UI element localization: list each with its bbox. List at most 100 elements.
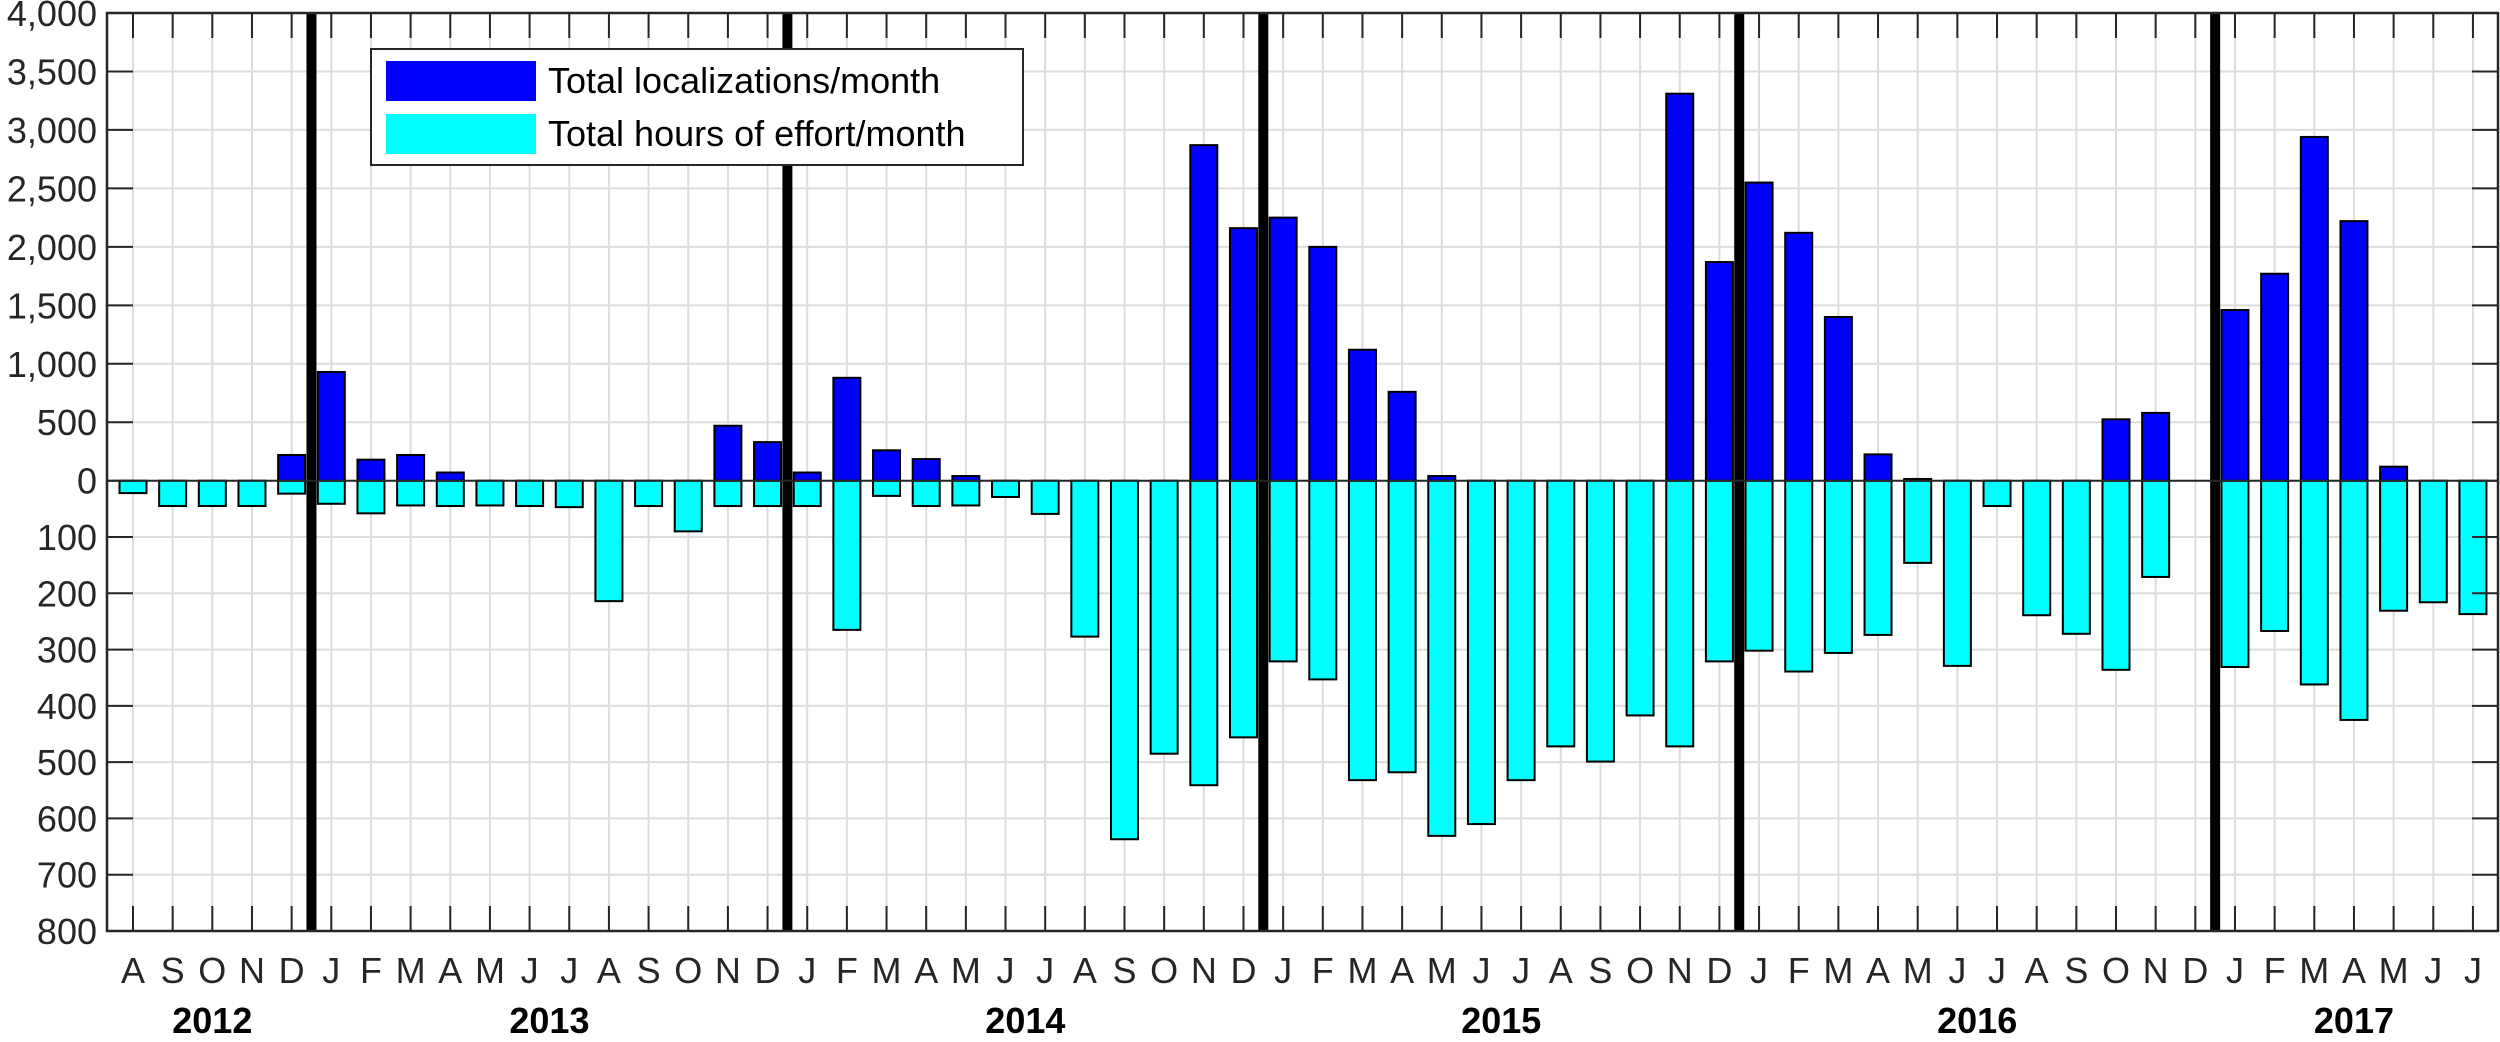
bar-effort-hours: [1228, 479, 1258, 739]
legend: Total localizations/month Total hours of…: [370, 48, 1024, 166]
bar-localizations: [1704, 261, 1734, 482]
bar-localizations: [1823, 316, 1853, 482]
x-tick-label-month: S: [161, 950, 185, 991]
y-tick-label: 300: [37, 630, 97, 671]
bar-effort-hours: [1942, 479, 1972, 667]
bar-localizations: [2141, 411, 2171, 482]
x-tick-label-month: J: [997, 950, 1015, 991]
bar-localizations: [1189, 144, 1219, 482]
bar-effort-hours: [872, 479, 902, 497]
bar-localizations: [1308, 245, 1338, 482]
x-tick-label-month: M: [872, 950, 902, 991]
x-tick-label-month: A: [2342, 950, 2366, 991]
bar-effort-hours: [1427, 479, 1457, 837]
bar-effort-hours: [2458, 479, 2488, 616]
x-tick-label-month: A: [1390, 950, 1414, 991]
bar-localizations: [277, 453, 307, 482]
x-tick-label-month: O: [198, 950, 226, 991]
bar-effort-hours: [1784, 479, 1814, 673]
x-tick-label-month: J: [2424, 950, 2442, 991]
bar-localizations: [1387, 390, 1417, 482]
axes: [105, 11, 2500, 933]
bar-localizations: [792, 471, 822, 482]
bar-effort-hours: [356, 479, 386, 515]
bar-effort-hours: [1189, 479, 1219, 787]
bar-effort-hours: [237, 479, 267, 508]
bar-effort-hours: [2061, 479, 2091, 635]
bar-effort-hours: [1347, 479, 1377, 782]
legend-item-effort: Total hours of effort/month: [386, 113, 966, 154]
x-tick-label-month: M: [475, 950, 505, 991]
y-tick-label: 500: [37, 742, 97, 783]
x-tick-label-month: O: [674, 950, 702, 991]
y-tick-label: 600: [37, 798, 97, 839]
y-tick-label: 3,000: [7, 110, 97, 151]
bar-effort-hours: [2220, 479, 2250, 669]
x-tick-label-month: O: [1150, 950, 1178, 991]
x-tick-label-month: N: [1667, 950, 1693, 991]
bar-effort-hours: [1665, 479, 1695, 748]
bar-localizations: [2299, 135, 2329, 482]
x-tick-label-month: J: [1472, 950, 1490, 991]
bar-series: [118, 92, 2488, 841]
bar-effort-hours: [1110, 479, 1139, 841]
x-tick-label-month: M: [1347, 950, 1377, 991]
y-tick-label: 1,000: [7, 344, 97, 385]
x-tick-label-month: A: [438, 950, 462, 991]
x-tick-label-month: A: [1549, 950, 1573, 991]
bar-effort-hours: [753, 479, 783, 508]
bar-effort-hours: [1546, 479, 1576, 748]
bar-effort-hours: [316, 479, 346, 505]
bar-effort-hours: [197, 479, 227, 508]
bar-effort-hours: [277, 479, 307, 495]
year-separators: [306, 13, 2221, 931]
bar-effort-hours: [634, 479, 664, 508]
bar-effort-hours: [2418, 479, 2448, 604]
x-tick-label-month: J: [1036, 950, 1054, 991]
bar-effort-hours: [594, 479, 624, 603]
bar-effort-hours: [1704, 479, 1734, 663]
x-tick-label-month: M: [1823, 950, 1853, 991]
bar-effort-hours: [435, 479, 465, 508]
x-tick-label-month: J: [1988, 950, 2006, 991]
x-tick-label-month: M: [396, 950, 426, 991]
bar-effort-hours: [951, 479, 981, 507]
legend-label-effort: Total hours of effort/month: [548, 113, 966, 154]
legend-label-localizations: Total localizations/month: [548, 60, 941, 101]
x-tick-label-month: S: [637, 950, 661, 991]
x-year-label: 2015: [1461, 1000, 1541, 1041]
bar-effort-hours: [1506, 479, 1536, 782]
bar-localizations: [2101, 418, 2131, 482]
bar-localizations: [356, 458, 386, 482]
y-tick-label: 1,500: [7, 285, 97, 326]
legend-swatch-effort: [386, 114, 536, 154]
legend-swatch-localizations: [386, 61, 536, 101]
bar-localizations: [2220, 308, 2250, 482]
x-tick-label-month: J: [2226, 950, 2244, 991]
x-tick-label-month: D: [2182, 950, 2208, 991]
x-year-label: 2012: [172, 1000, 252, 1041]
x-tick-label-month: M: [2379, 950, 2409, 991]
bar-localizations: [1863, 453, 1893, 482]
x-tick-label-month: F: [2264, 950, 2286, 991]
bar-effort-hours: [673, 479, 703, 533]
x-tick-label-month: O: [2102, 950, 2130, 991]
bar-effort-hours: [713, 479, 743, 508]
bar-effort-hours: [792, 479, 822, 508]
bar-effort-hours: [554, 479, 584, 509]
x-tick-label-month: D: [279, 950, 305, 991]
bar-effort-hours: [2339, 479, 2369, 721]
bar-localizations: [2260, 272, 2290, 482]
bar-localizations: [1784, 231, 1814, 482]
bar-effort-hours: [475, 479, 505, 507]
x-tick-label-month: D: [755, 950, 781, 991]
x-tick-label-month: A: [597, 950, 621, 991]
x-tick-label-month: N: [1191, 950, 1217, 991]
bar-effort-hours: [1149, 479, 1179, 755]
x-tick-label-month: J: [798, 950, 816, 991]
bar-localizations: [753, 441, 783, 482]
x-tick-label-month: N: [715, 950, 741, 991]
x-tick-label-month: M: [2299, 950, 2329, 991]
bar-effort-hours: [515, 479, 545, 508]
